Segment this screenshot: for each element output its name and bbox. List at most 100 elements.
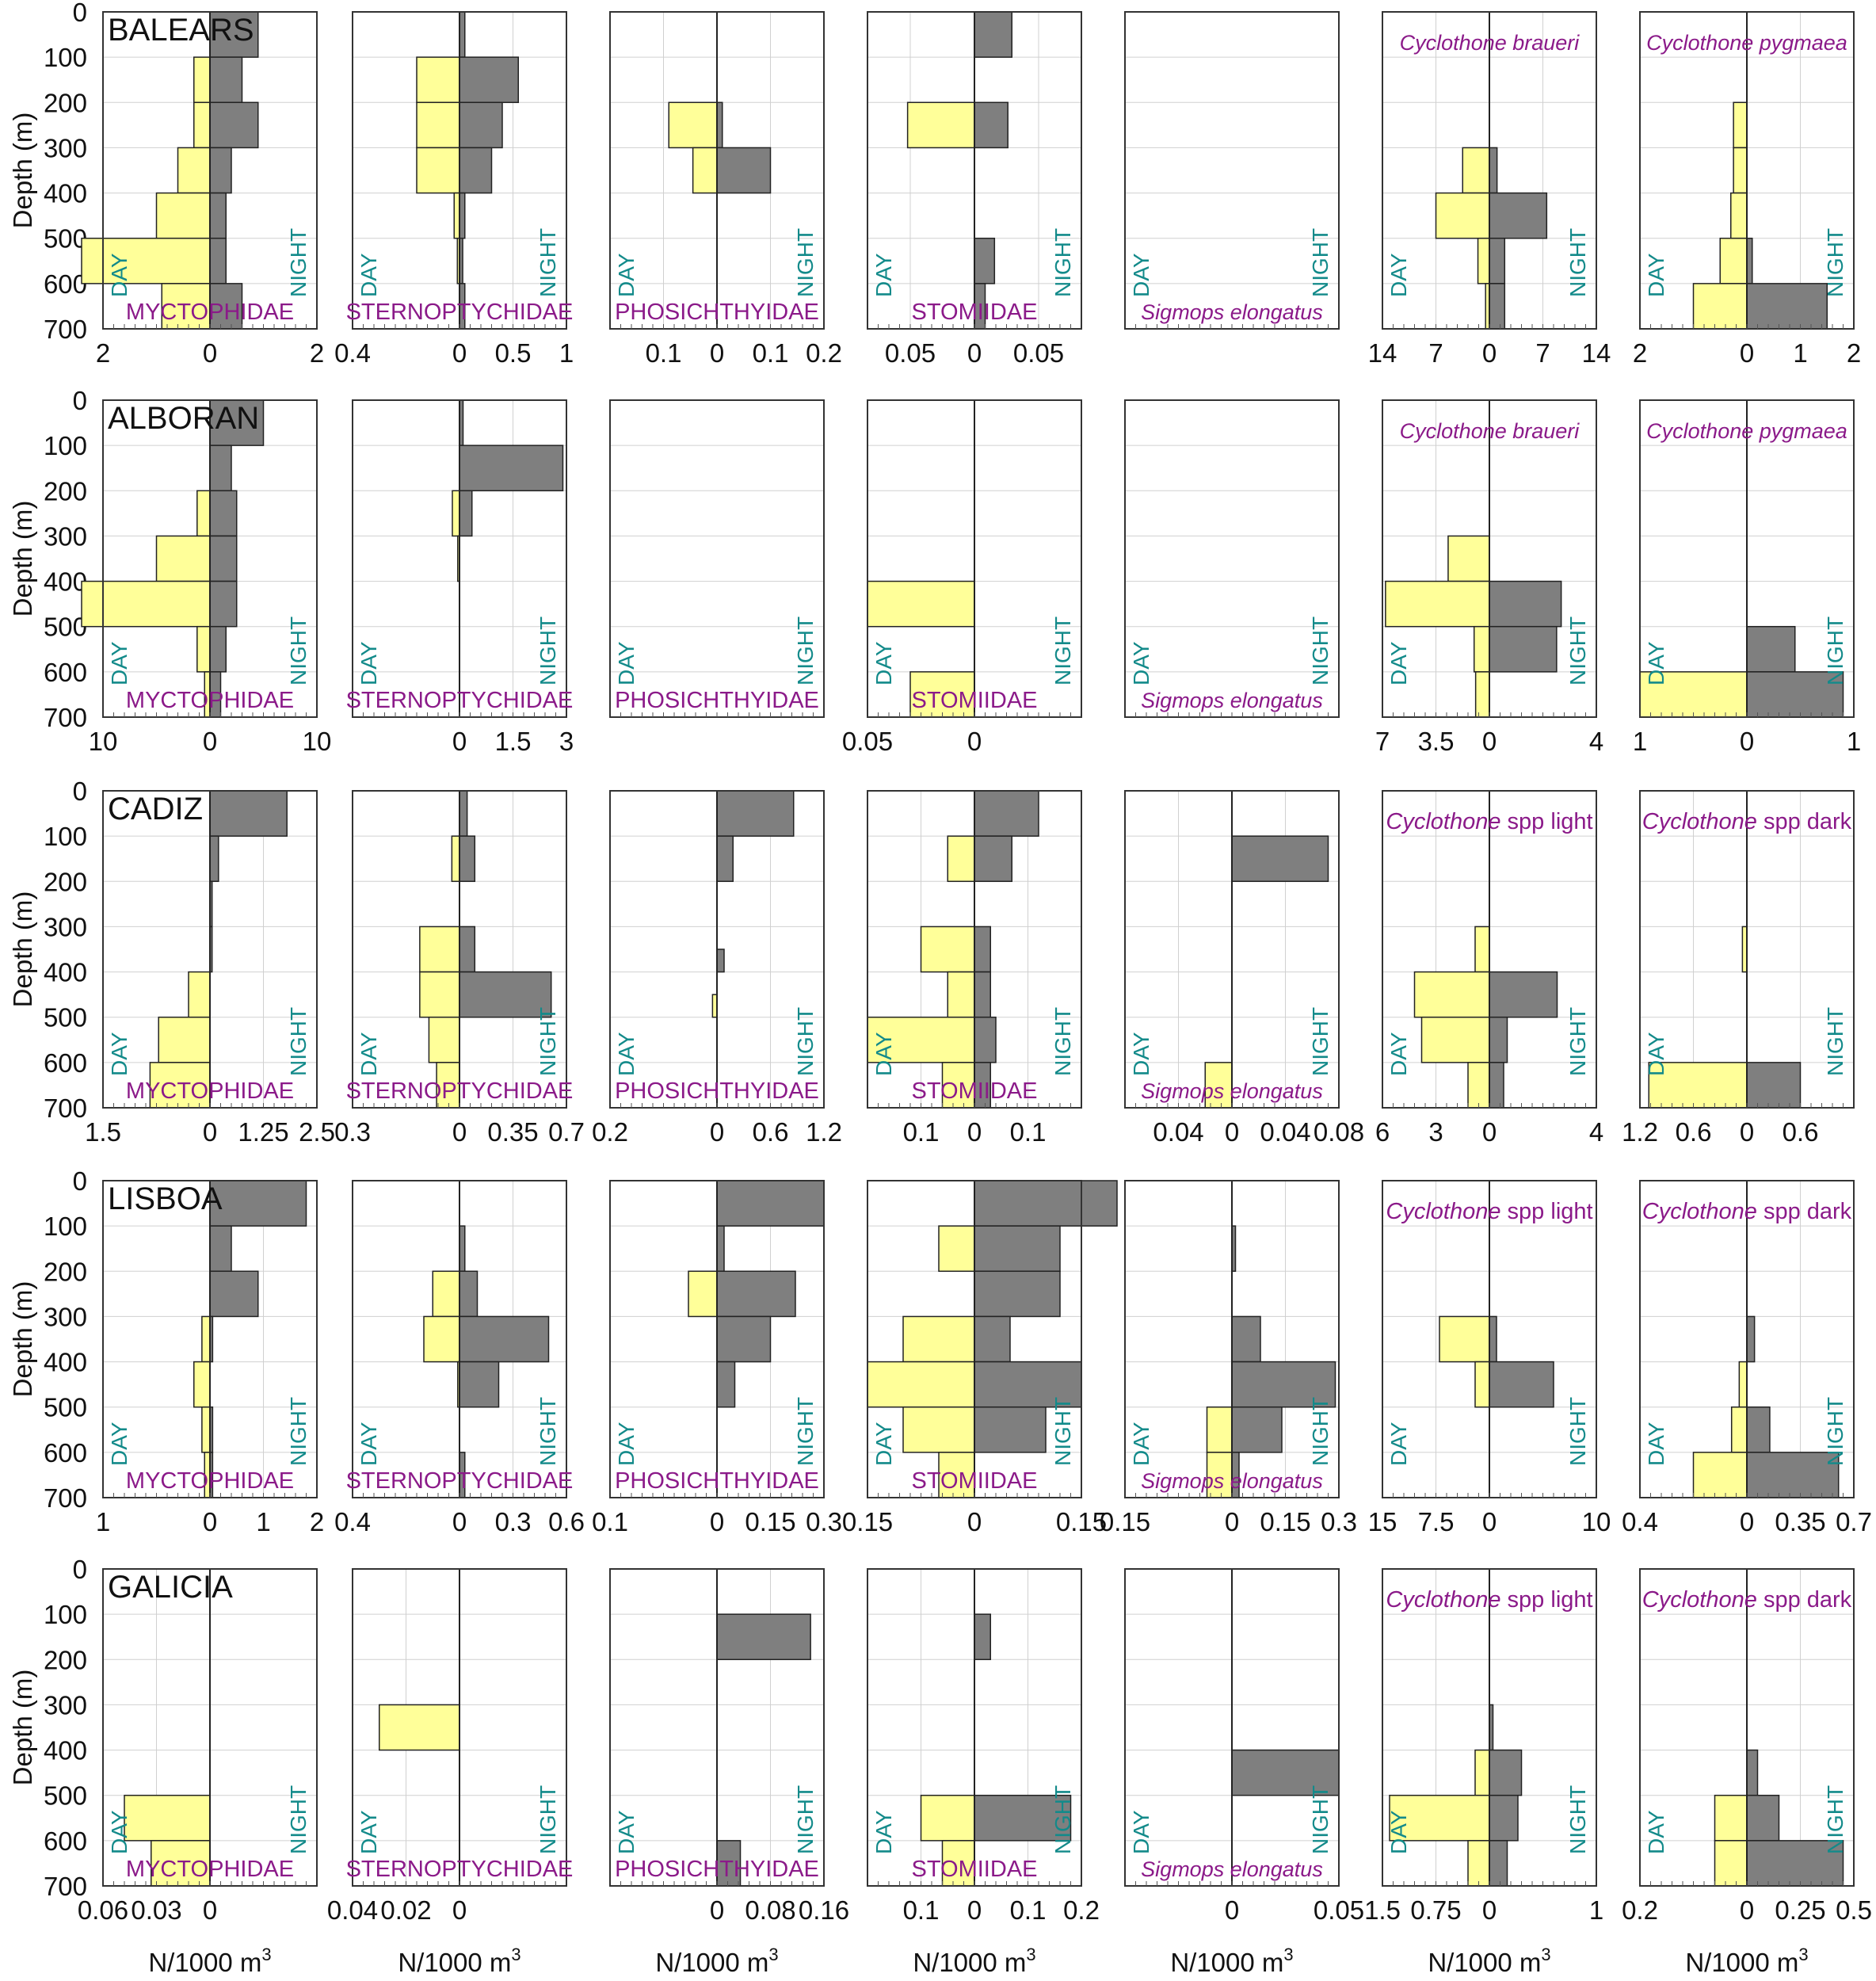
x-tick-label: 0 (967, 727, 982, 756)
depth-tick-label: 600 (44, 658, 87, 687)
day-bar (379, 1704, 460, 1751)
night-bar (1489, 1840, 1508, 1887)
night-bar (716, 1180, 825, 1227)
x-tick-label: 0.08 (745, 1895, 795, 1925)
taxon-label: STOMIIDAE (912, 1857, 1038, 1882)
x-tick-label: 2 (310, 1507, 324, 1536)
night-bar (974, 926, 991, 973)
x-tick-label: 0.7 (548, 1117, 585, 1147)
night-bar (1489, 283, 1506, 330)
day-bar (1648, 1062, 1748, 1109)
depth-tick-label: 400 (44, 958, 87, 987)
day-label: DAY (871, 253, 896, 297)
night-bar (974, 1794, 1072, 1842)
x-tick-label: 1 (559, 338, 574, 368)
taxon-label: PHOSICHTHYIDAE (615, 688, 819, 713)
night-label: NIGHT (1565, 1007, 1590, 1076)
day-bar (193, 101, 211, 149)
day-bar (81, 237, 211, 284)
x-tick-label: 0.1 (903, 1117, 940, 1147)
night-bar (209, 1180, 307, 1227)
x-unit-text: N/1000 m (1170, 1948, 1283, 1977)
night-label: NIGHT (793, 1397, 818, 1466)
night-label: NIGHT (1050, 1397, 1075, 1466)
x-tick-label: 0.05 (842, 727, 893, 756)
x-tick-label: 1 (1793, 338, 1807, 368)
day-label: DAY (1644, 1810, 1668, 1854)
night-bar (459, 101, 503, 149)
taxon-label-rest: spp dark (1757, 1587, 1852, 1613)
x-unit-superscript: 3 (1026, 1945, 1035, 1964)
night-bar (974, 1180, 1118, 1227)
taxon-label: PHOSICHTHYIDAE (615, 1857, 819, 1882)
taxon-label-rest: spp light (1501, 1199, 1593, 1224)
taxon-label-rest: spp dark (1757, 1199, 1852, 1224)
x-tick-label: 7.5 (1418, 1507, 1455, 1536)
x-unit-label: N/1000 m3 (655, 1945, 778, 1977)
x-tick-label: 0 (452, 1507, 467, 1536)
night-label: NIGHT (1308, 1397, 1333, 1466)
day-bar (416, 101, 460, 149)
x-tick-label: 0.04 (327, 1895, 378, 1925)
day-bar (177, 147, 211, 194)
x-tick-label: 0 (1225, 1507, 1239, 1536)
x-tick-label: 0.25 (1775, 1895, 1825, 1925)
night-bar (459, 790, 468, 837)
day-label: DAY (357, 1422, 381, 1466)
x-tick-label: 0 (710, 1507, 724, 1536)
x-unit-label: N/1000 m3 (913, 1945, 1035, 1977)
night-label: NIGHT (536, 616, 560, 685)
day-bar (941, 1062, 975, 1109)
taxon-label-rest: spp light (1501, 1587, 1593, 1613)
day-label: DAY (1644, 641, 1668, 685)
night-bar (209, 625, 227, 673)
taxon-label: Sigmops elongatus (1141, 1857, 1323, 1881)
x-tick-label: 1 (1847, 727, 1861, 756)
x-tick-label: 0 (1482, 1895, 1497, 1925)
night-bar (716, 1225, 725, 1273)
night-bar (974, 1225, 1061, 1273)
x-tick-label: 0 (203, 1117, 217, 1147)
x-tick-label: 3 (559, 727, 574, 756)
depth-tick-label: 700 (44, 1872, 87, 1901)
taxon-label: MYCTOPHIDAE (126, 1468, 294, 1494)
day-label: DAY (871, 641, 896, 685)
x-tick-label: 0.5 (1836, 1895, 1872, 1925)
taxon-label: STOMIIDAE (912, 300, 1038, 325)
taxon-label: PHOSICHTHYIDAE (615, 300, 819, 325)
night-bar (1746, 1749, 1759, 1796)
day-bar (1719, 237, 1748, 284)
night-label: NIGHT (793, 1007, 818, 1076)
taxon-label: MYCTOPHIDAE (126, 1857, 294, 1882)
day-bar (196, 625, 211, 673)
day-bar (1204, 1062, 1233, 1109)
x-tick-label: 0.02 (380, 1895, 431, 1925)
x-unit-superscript: 3 (511, 1945, 520, 1964)
x-tick-label: 0.05 (1314, 1895, 1364, 1925)
x-tick-label: 0 (967, 1507, 982, 1536)
taxon-label: STOMIIDAE (912, 688, 1038, 713)
x-tick-label: 0.3 (495, 1507, 532, 1536)
day-label: DAY (1129, 641, 1153, 685)
night-bar (459, 835, 476, 883)
night-bar (1489, 1016, 1508, 1063)
taxon-label: Cyclothone spp light (1386, 809, 1592, 834)
depth-axis-label: Depth (m) (8, 1281, 37, 1398)
x-tick-label: 0 (967, 1117, 982, 1147)
region-label: CADIZ (108, 792, 203, 826)
day-bar (938, 1225, 975, 1273)
x-tick-label: 0.6 (548, 1507, 585, 1536)
taxon-label: Cyclothone pygmaea (1646, 31, 1847, 55)
x-tick-label: 14 (1582, 338, 1611, 368)
taxon-label: MYCTOPHIDAE (126, 300, 294, 325)
x-tick-label: 1 (1633, 727, 1647, 756)
day-bar (920, 1794, 975, 1842)
night-bar (1231, 835, 1329, 883)
night-bar (1489, 971, 1558, 1018)
x-unit-superscript: 3 (1283, 1945, 1293, 1964)
day-label: DAY (107, 641, 132, 685)
x-tick-label: 0.3 (806, 1507, 842, 1536)
day-bar (1733, 101, 1748, 149)
x-tick-label: 1 (1589, 1895, 1603, 1925)
day-bar (416, 56, 460, 104)
